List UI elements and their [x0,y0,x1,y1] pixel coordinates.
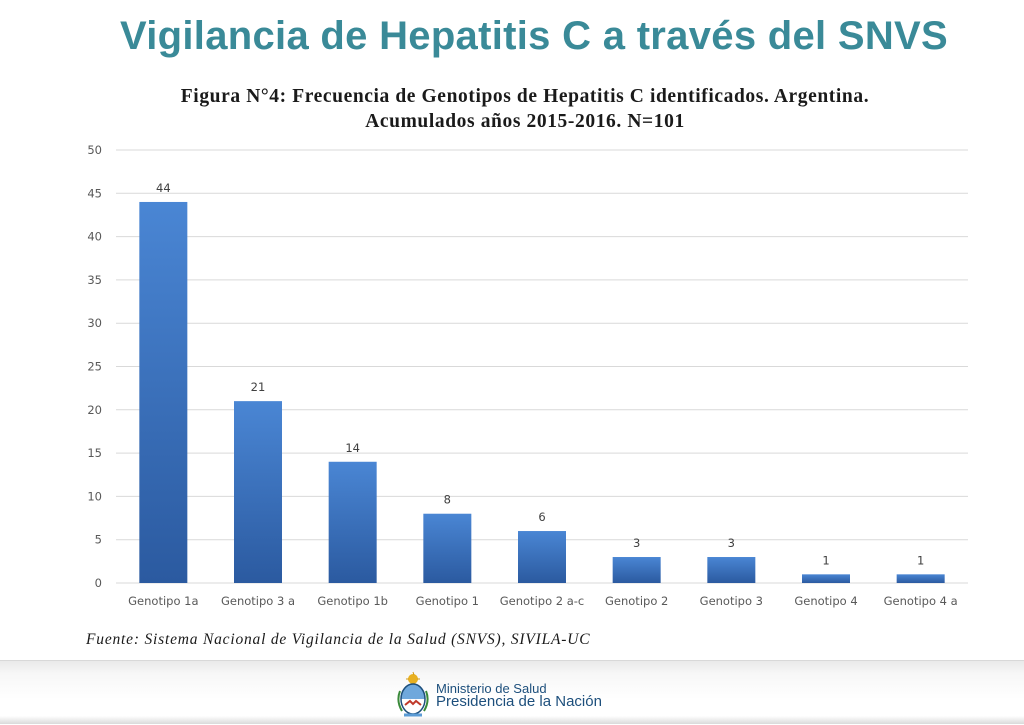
ministry-name: Ministerio de Salud [436,681,547,696]
y-tick-label: 10 [87,489,102,503]
page-title: Vigilancia de Hepatitis C a través del S… [119,14,949,58]
data-label: 3 [728,536,735,550]
argentina-coat-of-arms-icon [397,671,429,717]
figure-caption-line-2: Acumulados años 2015-2016. N=101 [365,111,685,132]
x-tick-label: Genotipo 3 a [221,594,295,608]
y-tick-label: 40 [87,230,102,244]
bar [423,513,472,583]
y-tick-label: 0 [95,576,102,590]
bar [896,574,945,583]
bar [707,557,756,583]
y-tick-label: 5 [95,533,102,547]
y-tick-label: 15 [87,446,102,460]
footer-bottom-line [0,716,1024,724]
y-tick-label: 20 [87,403,102,417]
y-tick-label: 35 [87,273,102,287]
x-axis-ticks: Genotipo 1a Genotipo 3 a Genotipo 1b Genoti… [128,594,958,608]
x-tick-label: Genotipo 4 [794,594,857,608]
x-tick-label: Genotipo 1 [416,594,479,608]
bar [234,401,282,583]
x-tick-label: Genotipo 3 [700,594,763,608]
data-label: 1 [822,553,829,567]
data-label: 1 [917,553,924,567]
data-labels: 44 21 14 8 6 3 3 1 1 [156,181,924,567]
bar [518,531,566,583]
data-label: 6 [538,510,545,524]
data-label: 44 [156,181,171,195]
data-label: 14 [345,441,360,455]
figure-caption-line-1: Figura N°4: Frecuencia de Genotipos de H… [180,86,870,107]
y-tick-label: 25 [87,360,102,374]
x-tick-label: Genotipo 1a [128,594,198,608]
y-axis-ticks: 0 5 10 15 20 25 30 35 40 45 50 [87,143,102,590]
figure-caption: Figura N°4: Frecuencia de Genotipos de H… [60,84,990,134]
bar [802,574,850,583]
bar [328,461,377,583]
x-tick-label: Genotipo 1b [317,594,388,608]
bars [139,201,945,583]
y-tick-label: 45 [87,186,102,200]
data-label: 3 [633,536,640,550]
ministry-presidency: Presidencia de la Nación [436,693,602,710]
x-tick-label: Genotipo 4 a [884,594,958,608]
data-label: 21 [251,380,266,394]
y-tick-label: 30 [87,316,102,330]
x-tick-label: Genotipo 2 a-c [500,594,585,608]
data-label: 8 [444,493,451,507]
gridlines [116,149,968,584]
x-tick-label: Genotipo 2 [605,594,668,608]
source-note: Fuente: Sistema Nacional de Vigilancia d… [86,631,591,648]
footer-band [0,660,1024,725]
y-tick-label: 50 [87,143,102,157]
bar-chart: 0 5 10 15 20 25 30 35 40 45 50 44 21 14 8 6 3 3 1 1 Genoti… [87,143,968,608]
bar [139,201,188,583]
bar [612,557,661,583]
